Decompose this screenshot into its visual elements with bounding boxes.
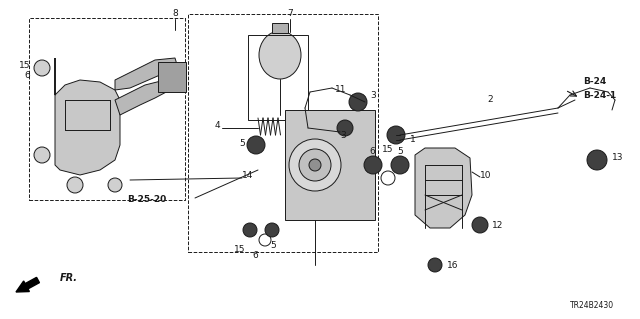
Text: 4: 4 <box>214 121 220 130</box>
Circle shape <box>364 156 382 174</box>
Text: 6: 6 <box>369 147 375 157</box>
Circle shape <box>265 223 279 237</box>
Bar <box>285 110 375 220</box>
Bar <box>248 35 308 120</box>
Text: 5: 5 <box>239 138 245 147</box>
Polygon shape <box>415 148 472 228</box>
Polygon shape <box>115 80 170 115</box>
Text: 15: 15 <box>234 246 245 255</box>
Text: 15: 15 <box>19 61 30 70</box>
Circle shape <box>387 126 405 144</box>
Text: B-24: B-24 <box>583 78 606 86</box>
Polygon shape <box>55 58 120 175</box>
Ellipse shape <box>259 31 301 79</box>
Text: B-25-20: B-25-20 <box>127 196 166 204</box>
Bar <box>272 23 288 33</box>
Text: 15: 15 <box>382 145 394 154</box>
Circle shape <box>428 258 442 272</box>
Bar <box>188 14 378 252</box>
Text: 16: 16 <box>447 261 458 270</box>
Text: 6: 6 <box>252 250 258 259</box>
Circle shape <box>34 147 50 163</box>
Text: TR24B2430: TR24B2430 <box>570 300 614 309</box>
Circle shape <box>472 217 488 233</box>
Circle shape <box>337 120 353 136</box>
Ellipse shape <box>299 149 331 181</box>
Text: 3: 3 <box>340 130 346 139</box>
Text: 13: 13 <box>612 153 623 162</box>
Text: FR.: FR. <box>60 273 78 283</box>
Text: 12: 12 <box>492 220 504 229</box>
Circle shape <box>108 178 122 192</box>
Circle shape <box>67 177 83 193</box>
Text: 5: 5 <box>270 241 276 249</box>
Text: 10: 10 <box>480 170 492 180</box>
Polygon shape <box>115 58 178 90</box>
Circle shape <box>243 223 257 237</box>
Text: 6: 6 <box>24 70 30 79</box>
Text: 11: 11 <box>335 85 346 94</box>
Circle shape <box>349 93 367 111</box>
Circle shape <box>259 234 271 246</box>
FancyArrow shape <box>16 277 40 292</box>
Text: 3: 3 <box>370 91 376 100</box>
Ellipse shape <box>309 159 321 171</box>
Bar <box>29 18 185 200</box>
Circle shape <box>381 171 395 185</box>
Text: 14: 14 <box>242 170 253 180</box>
Circle shape <box>34 60 50 76</box>
Text: 1: 1 <box>410 136 416 145</box>
Text: 5: 5 <box>397 147 403 157</box>
Circle shape <box>391 156 409 174</box>
Bar <box>158 62 186 92</box>
Text: 8: 8 <box>172 10 178 19</box>
Circle shape <box>247 136 265 154</box>
Text: 2: 2 <box>487 95 493 105</box>
Circle shape <box>587 150 607 170</box>
Ellipse shape <box>289 139 341 191</box>
Text: B-24-1: B-24-1 <box>583 91 616 100</box>
Text: 7: 7 <box>287 10 293 19</box>
